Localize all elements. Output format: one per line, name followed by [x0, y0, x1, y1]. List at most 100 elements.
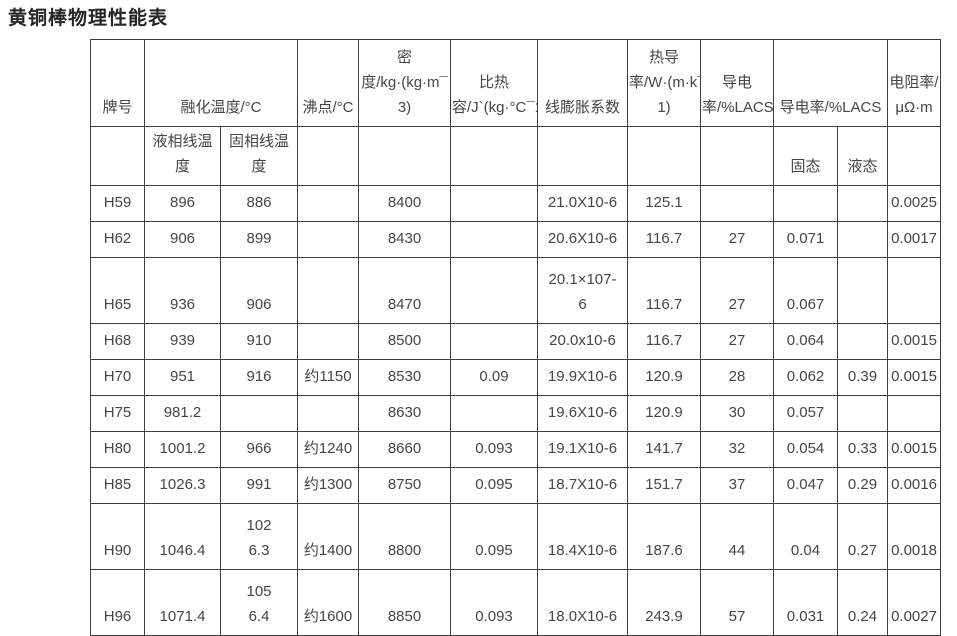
subcolumn-header	[450, 126, 538, 186]
subcolumn-header	[627, 126, 701, 186]
table-cell	[887, 257, 942, 324]
table-body: H59 896 886 8400 21.0X10-6 125.1 0.0025 H62 906 8…	[90, 185, 942, 636]
table-cell: 951	[144, 359, 221, 396]
table-cell: 20.0x10-6	[537, 323, 628, 360]
subcolumn-header: 液态	[836, 126, 889, 186]
grade-cell: H90	[90, 503, 145, 570]
table-cell: 0.04	[773, 503, 838, 570]
table-cell: 899	[220, 221, 298, 258]
table-cell: 27	[700, 323, 774, 360]
table-cell: 0.057	[773, 395, 838, 432]
column-header: 线膨胀系数	[537, 39, 628, 127]
table-cell	[836, 185, 889, 222]
column-header: 密 度/kg·(kg·m¯ 3)	[358, 39, 451, 127]
subcolumn-header	[358, 126, 451, 186]
table-row: H96 1071.4 105 6.4 约1600 8850 0.093 18.0X10-6 2…	[90, 569, 942, 636]
subcolumn-header	[887, 126, 942, 186]
table-cell: 1001.2	[144, 431, 221, 468]
table-cell: 8630	[358, 395, 451, 432]
table-cell: 0.067	[773, 257, 838, 324]
grade-cell: H80	[90, 431, 145, 468]
table-cell: 187.6	[627, 503, 701, 570]
table-cell: 0.071	[773, 221, 838, 258]
table-cell	[450, 323, 538, 360]
table-cell: 8430	[358, 221, 451, 258]
subcolumn-header	[537, 126, 628, 186]
table-cell	[297, 323, 359, 360]
table-cell	[220, 395, 298, 432]
table-row: H75 981.2 8630 19.6X10-6 120.9 30 0.057	[90, 395, 942, 432]
table-cell: 0.0025	[887, 185, 942, 222]
subcolumn-header	[700, 126, 774, 186]
table-cell: 8800	[358, 503, 451, 570]
table-cell: 8750	[358, 467, 451, 504]
table-cell: 0.093	[450, 431, 538, 468]
table-cell: 116.7	[627, 257, 701, 324]
table-cell: 1046.4	[144, 503, 221, 570]
header-row-1: 牌号 融化温度/°C 沸点/°C 密 度/kg·(kg·m¯ 3) 比热 容/J`(kg…	[90, 39, 942, 127]
table-cell: 116.7	[627, 323, 701, 360]
table-cell	[887, 395, 942, 432]
brass-properties-table: 牌号 融化温度/°C 沸点/°C 密 度/kg·(kg·m¯ 3) 比热 容/J`(kg…	[90, 39, 942, 636]
page-title: 黄铜棒物理性能表	[8, 8, 169, 29]
table-cell	[773, 185, 838, 222]
table-cell: 0.29	[836, 467, 889, 504]
table-cell: 906	[144, 221, 221, 258]
table-cell: 991	[220, 467, 298, 504]
table-cell: 37	[700, 467, 774, 504]
table-cell: 8400	[358, 185, 451, 222]
table-cell: 18.0X10-6	[537, 569, 628, 636]
subcolumn-header: 固相线温度	[220, 126, 298, 186]
subcolumn-header: 固态	[773, 126, 838, 186]
column-header: 热导 率/W·(m·k¯ 1)	[627, 39, 701, 127]
table-cell: 8500	[358, 323, 451, 360]
table-row: H85 1026.3 991 约1300 8750 0.095 18.7X10-6 151.7…	[90, 467, 942, 504]
table-cell	[297, 395, 359, 432]
table-cell: 0.0018	[887, 503, 942, 570]
table-row: H90 1046.4 102 6.3 约1400 8800 0.095 18.4X10-6 1…	[90, 503, 942, 570]
table-cell: 151.7	[627, 467, 701, 504]
table-cell: 0.27	[836, 503, 889, 570]
table-cell: 19.1X10-6	[537, 431, 628, 468]
column-header: 导电 率/%LACS	[700, 39, 774, 127]
table-cell	[450, 257, 538, 324]
grade-cell: H75	[90, 395, 145, 432]
table-cell: 0.093	[450, 569, 538, 636]
table-cell: 0.0015	[887, 359, 942, 396]
table-cell: 28	[700, 359, 774, 396]
table-cell: 966	[220, 431, 298, 468]
table-cell: 8850	[358, 569, 451, 636]
table-cell: 120.9	[627, 395, 701, 432]
table-cell	[450, 221, 538, 258]
column-header: 导电率/%LACS	[772, 39, 889, 127]
column-header: 电阻率/ μΩ·m	[887, 39, 942, 127]
table-cell: 0.062	[773, 359, 838, 396]
table-cell: 0.0027	[887, 569, 942, 636]
table-cell: 20.1×107- 6	[537, 257, 628, 324]
table-cell: 18.4X10-6	[537, 503, 628, 570]
table-cell: 0.054	[773, 431, 838, 468]
table-cell: 886	[220, 185, 298, 222]
table-cell: 1026.3	[144, 467, 221, 504]
table-cell: 32	[700, 431, 774, 468]
table-cell	[450, 395, 538, 432]
table-cell: 0.0015	[887, 323, 942, 360]
table-cell: 约1150	[297, 359, 359, 396]
table-cell: 981.2	[144, 395, 221, 432]
table-cell: 102 6.3	[220, 503, 298, 570]
column-header: 融化温度/°C	[144, 39, 298, 127]
table-cell: 30	[700, 395, 774, 432]
table-cell: 19.9X10-6	[537, 359, 628, 396]
grade-cell: H85	[90, 467, 145, 504]
table-cell: 0.095	[450, 503, 538, 570]
column-header: 比热 容/J`(kg·°C¯1)	[450, 39, 538, 127]
table-cell	[297, 221, 359, 258]
table-cell: 44	[700, 503, 774, 570]
grade-cell: H65	[90, 257, 145, 324]
table-cell: 8530	[358, 359, 451, 396]
table-cell: 0.33	[836, 431, 889, 468]
column-header: 沸点/°C	[297, 39, 359, 127]
table-cell: 105 6.4	[220, 569, 298, 636]
table-cell: 116.7	[627, 221, 701, 258]
table-row: H62 906 899 8430 20.6X10-6 116.7 27 0.071 0.0017	[90, 221, 942, 258]
